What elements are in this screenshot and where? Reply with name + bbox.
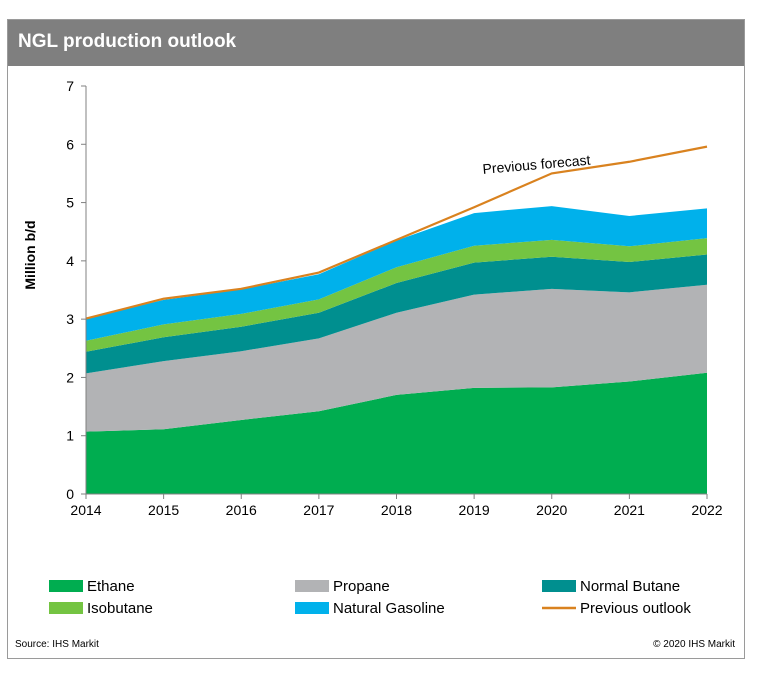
y-tick-label: 0 [66, 486, 74, 502]
title-bar: NGL production outlook [8, 20, 744, 66]
legend-swatch-natural-gasoline [295, 602, 329, 614]
area-isobutane [86, 238, 707, 352]
x-tick-label: 2018 [381, 502, 412, 518]
x-tick-label: 2016 [226, 502, 257, 518]
y-tick-label: 4 [66, 253, 74, 269]
legend-label-propane: Propane [333, 578, 390, 595]
y-tick-label: 7 [66, 78, 74, 94]
legend-swatch-normal-butane [542, 580, 576, 592]
chart-title: NGL production outlook [18, 31, 237, 52]
y-axis-label: Million b/d [22, 220, 38, 289]
copyright-note: © 2020 IHS Markit [653, 639, 735, 650]
x-tick-label: 2014 [70, 502, 101, 518]
area-ethane [86, 372, 707, 494]
x-tick-label: 2017 [303, 502, 334, 518]
y-tick-label: 3 [66, 311, 74, 327]
legend-swatch-ethane [49, 580, 83, 592]
x-tick-label: 2022 [691, 502, 722, 518]
y-tick-label: 5 [66, 195, 74, 211]
x-tick-label: 2021 [614, 502, 645, 518]
legend-label-previous-outlook: Previous outlook [580, 600, 691, 617]
y-tick-label: 1 [66, 428, 74, 444]
legend-label-ethane: Ethane [87, 578, 135, 595]
area-propane [86, 284, 707, 432]
previous-outlook-line [85, 145, 708, 320]
x-tick-label: 2020 [536, 502, 567, 518]
legend-label-isobutane: Isobutane [87, 600, 153, 617]
legend-swatch-isobutane [49, 602, 83, 614]
annotation-previous-forecast: Previous forecast [482, 152, 591, 177]
legend-label-natural-gasoline: Natural Gasoline [333, 600, 445, 617]
area-normal-butane [86, 254, 707, 374]
y-tick-label: 2 [66, 369, 74, 385]
x-tick-label: 2019 [459, 502, 490, 518]
legend-label-normal-butane: Normal Butane [580, 578, 680, 595]
area-natural-gasoline [86, 206, 707, 341]
legend-swatch-propane [295, 580, 329, 592]
y-tick-label: 6 [66, 136, 74, 152]
source-note: Source: IHS Markit [15, 639, 99, 650]
x-tick-label: 2015 [148, 502, 179, 518]
